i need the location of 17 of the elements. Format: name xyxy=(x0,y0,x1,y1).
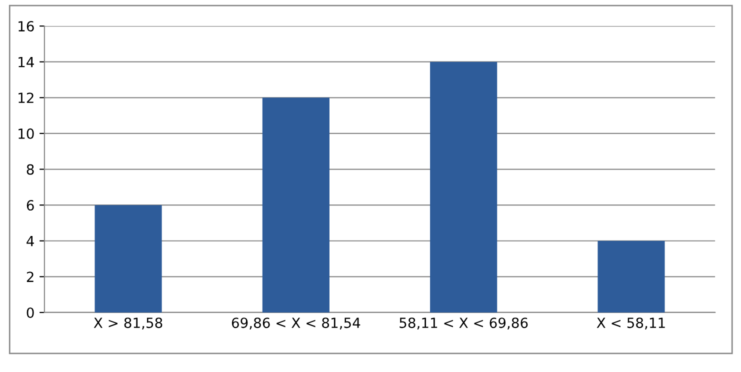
x-tick-label: 58,11 < X < 69,86 xyxy=(400,318,528,330)
y-tick-label: 4 xyxy=(26,236,34,246)
bar xyxy=(430,62,498,312)
y-tick-label: 12 xyxy=(18,92,34,103)
bar xyxy=(598,240,665,312)
y-tick-label: 10 xyxy=(18,128,34,139)
y-tick-label: 8 xyxy=(26,164,34,175)
y-tick-label: 0 xyxy=(26,307,34,318)
y-tick-label: 14 xyxy=(18,56,34,68)
bar xyxy=(262,98,330,312)
x-tick-label: 69,86 < X < 81,54 xyxy=(232,318,360,330)
x-tick-label: X < 58,11 xyxy=(596,318,665,330)
y-tick-label: 2 xyxy=(26,272,34,282)
bar xyxy=(94,205,162,312)
y-tick-label: 16 xyxy=(18,21,34,32)
x-tick-label: X > 81,58 xyxy=(94,318,162,330)
y-tick-label: 6 xyxy=(26,200,34,211)
